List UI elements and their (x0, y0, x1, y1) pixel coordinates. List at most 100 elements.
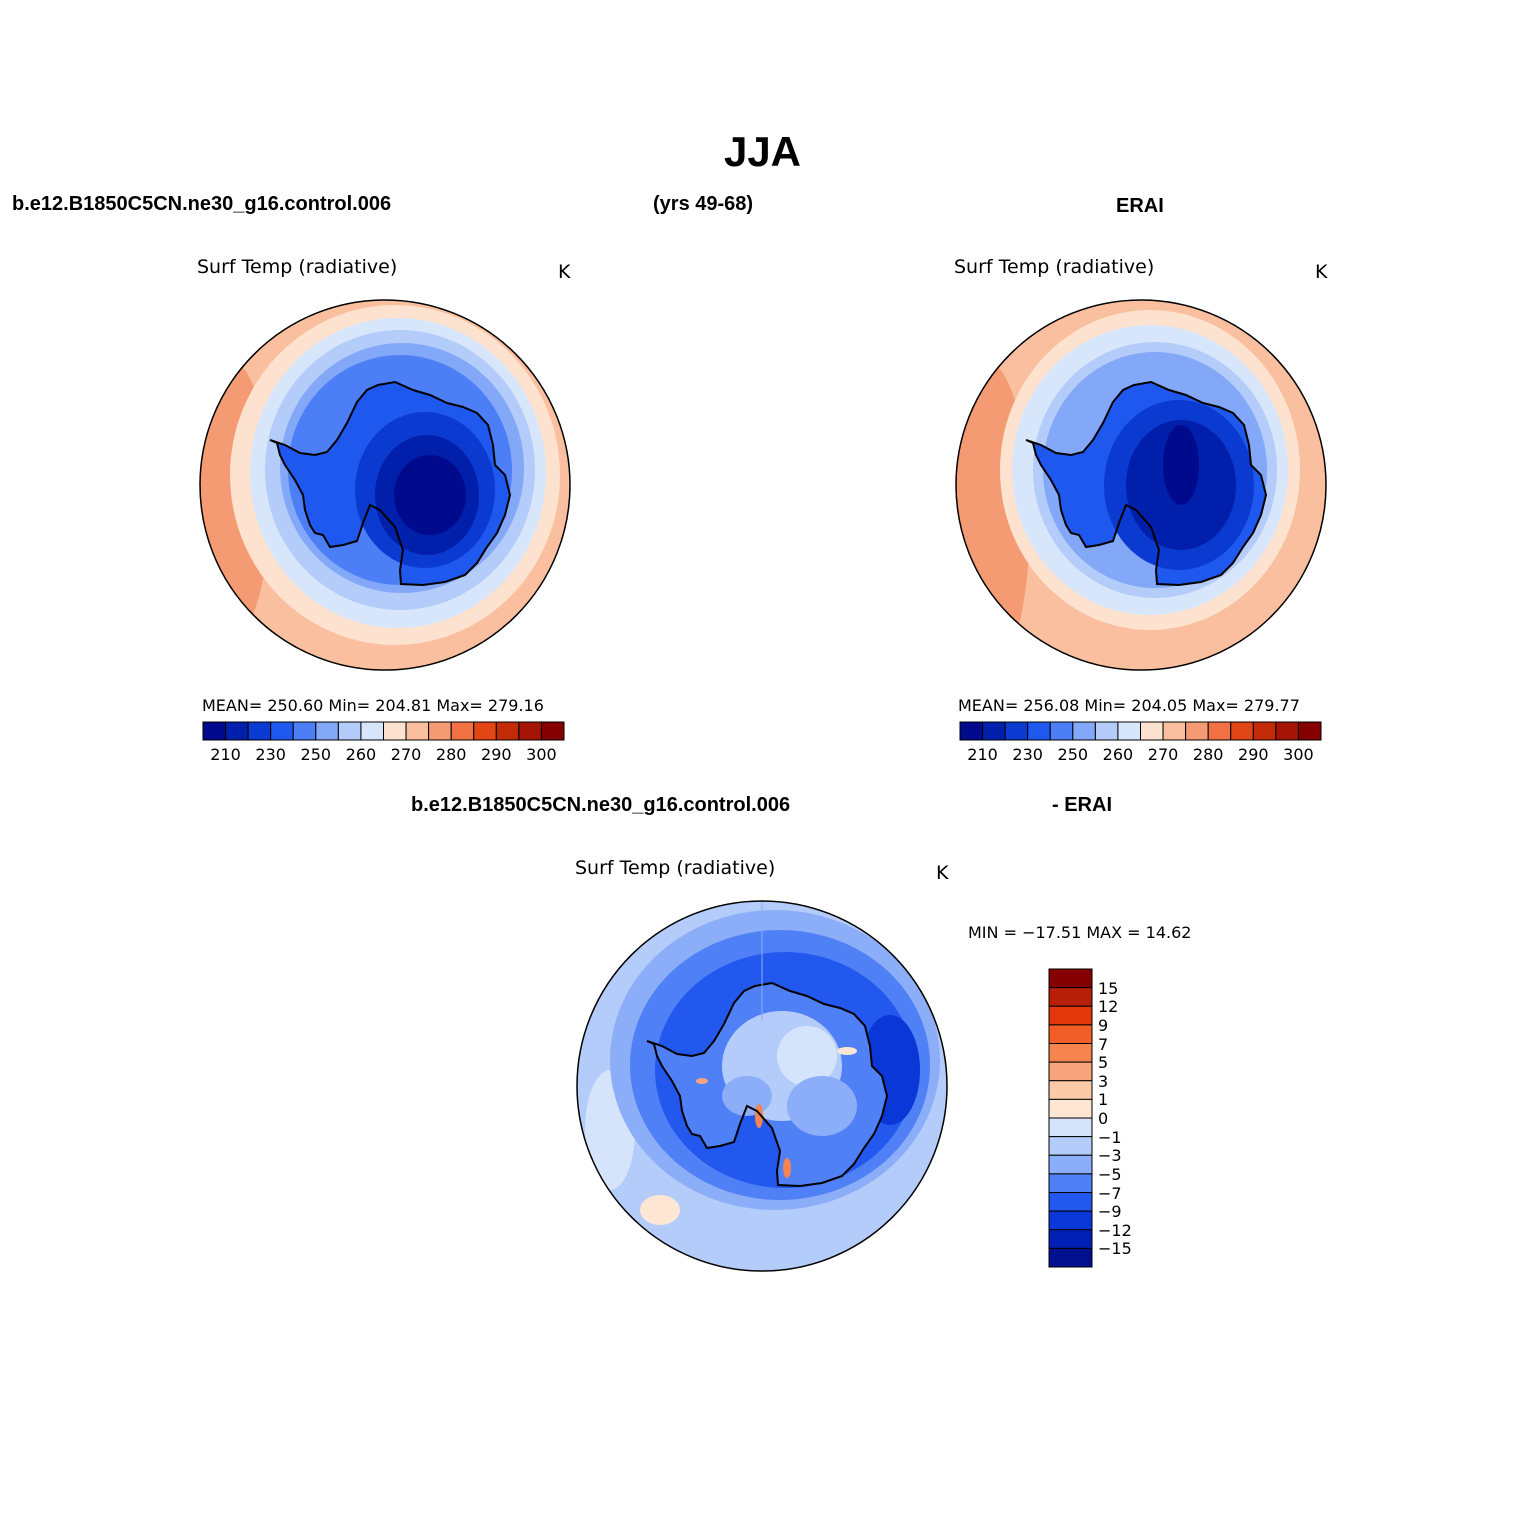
obs-colorbar-box (1252, 721, 1277, 741)
obs-map (955, 299, 1327, 671)
model-colorbar-label: 250 (300, 745, 332, 764)
obs-colorbar-label: 260 (1102, 745, 1134, 764)
diff-colorbar-label: −5 (1098, 1164, 1122, 1184)
diff-colorbar-box (1048, 1210, 1093, 1231)
obs-colorbar (959, 721, 1322, 741)
diff-colorbar-label: 0 (1098, 1109, 1109, 1128)
obs-colorbar-box (1072, 721, 1096, 741)
obs-panel-units: K (1315, 261, 1328, 283)
model-panel-title: Surf Temp (radiative) (197, 256, 398, 278)
model-colorbar-box (473, 721, 497, 741)
model-colorbar-label: 210 (210, 745, 241, 764)
diff-colorbar-box (1048, 1229, 1093, 1249)
model-colorbar-label: 290 (481, 745, 512, 764)
diff-colorbar-box (1048, 1247, 1093, 1268)
diff-obs-header: - ERAI (1052, 794, 1112, 816)
model-colorbar-box (247, 721, 272, 741)
obs-colorbar-box (1275, 721, 1299, 741)
diff-colorbar-box (1048, 1005, 1093, 1026)
obs-colorbar-box (1094, 721, 1119, 741)
model-colorbar-box (292, 721, 317, 741)
obs-colorbar-label: 290 (1238, 745, 1269, 764)
obs-colorbar-label: 280 (1192, 745, 1224, 764)
model-colorbar-box (337, 721, 362, 741)
diff-colorbar-label: 9 (1098, 1015, 1109, 1035)
diff-colorbar-box (1048, 1080, 1093, 1100)
obs-colorbar-box (1027, 721, 1051, 741)
model-stats: MEAN= 250.60 Min= 204.81 Max= 279.16 (202, 696, 544, 715)
model-colorbar-box (360, 721, 384, 741)
obs-colorbar-box (1049, 721, 1074, 741)
obs-colorbar-box (1162, 721, 1187, 741)
diff-colorbar-label: −3 (1098, 1146, 1122, 1166)
diff-colorbar-box (1048, 1154, 1093, 1175)
case-name-header: b.e12.B1850C5CN.ne30_g16.control.006 (12, 193, 392, 215)
diff-colorbar-label: 12 (1098, 997, 1119, 1017)
diff-colorbar-box (1048, 1117, 1093, 1138)
obs-colorbar-box (982, 721, 1006, 741)
diff-colorbar-label: −12 (1098, 1220, 1132, 1240)
model-colorbar-box (383, 721, 407, 741)
obs-stats: MEAN= 256.08 Min= 204.05 Max= 279.77 (958, 696, 1300, 715)
diff-colorbar (1048, 968, 1093, 1268)
diff-colorbar-label: 1 (1098, 1090, 1109, 1110)
diff-colorbar-label: 5 (1098, 1053, 1109, 1073)
obs-colorbar-label: 250 (1057, 745, 1089, 764)
obs-colorbar-box (1140, 721, 1164, 741)
model-map (199, 299, 571, 671)
model-colorbar (202, 721, 565, 741)
model-colorbar-box (540, 721, 565, 741)
obs-colorbar-label: 210 (967, 745, 998, 764)
model-colorbar-label: 280 (435, 745, 467, 764)
diff-panel-title: Surf Temp (radiative) (575, 857, 776, 879)
model-colorbar-box (450, 721, 475, 741)
years-header: (yrs 49-68) (653, 193, 754, 215)
diff-colorbar-box (1048, 987, 1093, 1007)
model-colorbar-box (315, 721, 339, 741)
diff-colorbar-box (1048, 1098, 1093, 1119)
diff-stats: MIN = −17.51 MAX = 14.62 (968, 923, 1192, 942)
obs-colorbar-box (959, 721, 984, 741)
diff-case-header: b.e12.B1850C5CN.ne30_g16.control.006 (411, 794, 791, 816)
diff-colorbar-label: −7 (1098, 1183, 1122, 1203)
model-colorbar-label: 300 (526, 745, 557, 764)
obs-colorbar-box (1185, 721, 1209, 741)
diff-map (576, 900, 948, 1272)
model-colorbar-box (202, 721, 227, 741)
diff-colorbar-box (1048, 1136, 1093, 1156)
obs-colorbar-box (1207, 721, 1232, 741)
diff-colorbar-label: 3 (1098, 1071, 1109, 1091)
model-colorbar-box (518, 721, 542, 741)
obs-name-header: ERAI (1116, 195, 1164, 217)
model-colorbar-box (225, 721, 249, 741)
obs-panel-title: Surf Temp (radiative) (954, 256, 1155, 278)
diff-colorbar-label: −9 (1098, 1202, 1122, 1222)
obs-colorbar-box (1117, 721, 1141, 741)
obs-colorbar-box (1004, 721, 1029, 741)
figure-title: JJA (723, 128, 802, 175)
model-colorbar-box (405, 721, 430, 741)
obs-colorbar-label: 300 (1283, 745, 1314, 764)
obs-colorbar-box (1230, 721, 1254, 741)
obs-colorbar-label: 270 (1147, 745, 1179, 764)
model-colorbar-box (428, 721, 452, 741)
diff-colorbar-box (1048, 1043, 1093, 1063)
obs-colorbar-label: 230 (1012, 745, 1043, 764)
model-colorbar-label: 270 (390, 745, 422, 764)
model-colorbar-box (270, 721, 294, 741)
model-colorbar-label: 230 (255, 745, 286, 764)
obs-colorbar-box (1297, 721, 1322, 741)
diff-colorbar-box (1048, 1173, 1093, 1193)
diff-colorbar-label: −1 (1098, 1127, 1122, 1147)
diff-colorbar-box (1048, 1061, 1093, 1082)
diff-colorbar-box (1048, 1024, 1093, 1044)
model-colorbar-box (495, 721, 520, 741)
diff-colorbar-label: 7 (1098, 1034, 1109, 1054)
diff-colorbar-box (1048, 968, 1093, 989)
model-panel-units: K (558, 261, 571, 283)
diff-colorbar-label: −15 (1098, 1239, 1132, 1259)
diff-colorbar-label: 15 (1098, 978, 1119, 998)
diff-colorbar-box (1048, 1192, 1093, 1212)
diff-panel-units: K (936, 862, 949, 884)
model-colorbar-label: 260 (345, 745, 377, 764)
